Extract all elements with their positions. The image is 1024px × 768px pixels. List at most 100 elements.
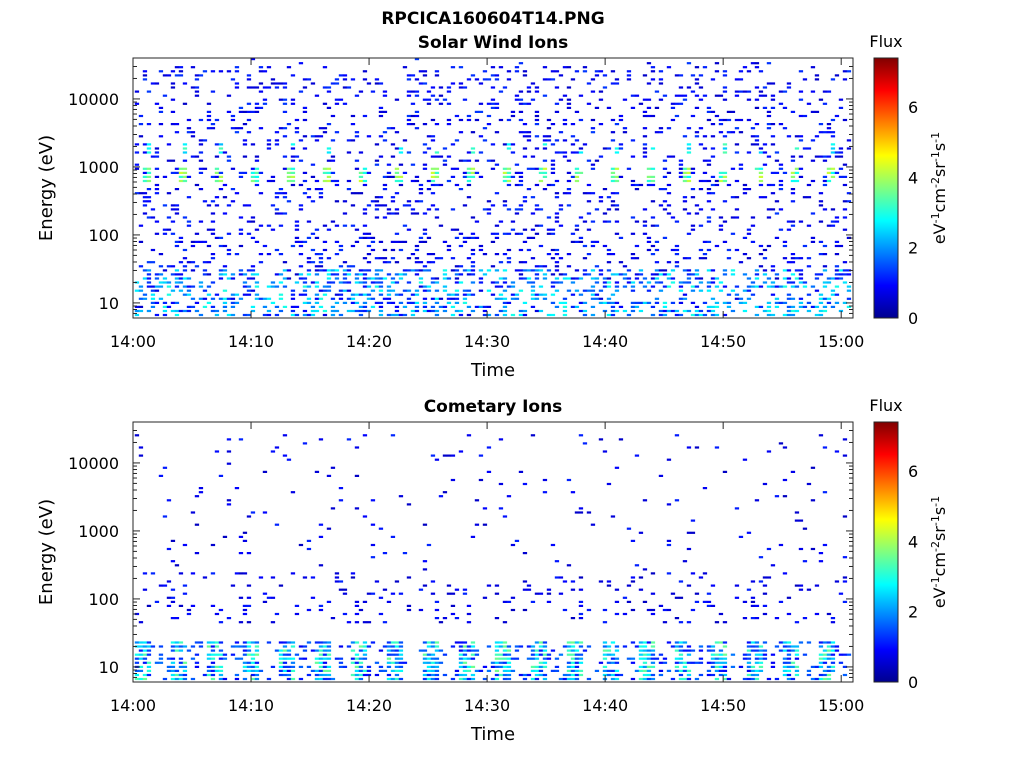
heatmap-cell xyxy=(706,669,712,672)
heatmap-cell xyxy=(330,466,336,469)
heatmap-cell xyxy=(390,127,396,130)
heatmap-cell xyxy=(270,281,276,284)
heatmap-cell xyxy=(250,216,256,219)
heatmap-cell xyxy=(502,645,508,648)
heatmap-cell xyxy=(286,657,292,660)
heatmap-cell xyxy=(734,216,740,219)
heatmap-cell xyxy=(546,183,552,187)
heatmap-cell xyxy=(574,139,580,142)
heatmap-cell xyxy=(190,240,196,243)
heatmap-cell xyxy=(410,90,416,93)
heatmap-cell xyxy=(174,273,180,276)
heatmap-cell xyxy=(682,297,688,300)
heatmap-cell xyxy=(826,123,832,126)
heatmap-cell xyxy=(534,208,540,211)
heatmap-cell xyxy=(382,645,388,648)
heatmap-cell xyxy=(222,653,228,656)
heatmap-cell xyxy=(170,110,176,113)
heatmap-cell xyxy=(262,102,268,105)
heatmap-cell xyxy=(310,596,316,599)
heatmap-cell xyxy=(586,608,592,612)
heatmap-cell xyxy=(166,657,172,660)
heatmap-cell xyxy=(326,653,332,656)
heatmap-cell xyxy=(582,309,588,313)
heatmap-cell xyxy=(270,82,276,85)
heatmap-cell xyxy=(822,543,828,547)
heatmap-cell xyxy=(414,110,420,113)
heatmap-cell xyxy=(658,70,664,73)
heatmap-cell xyxy=(666,503,672,506)
heatmap-cell xyxy=(182,167,188,170)
heatmap-cell xyxy=(842,269,848,272)
heatmap-cell xyxy=(342,74,348,77)
heatmap-cell xyxy=(450,175,456,178)
heatmap-cell xyxy=(826,301,832,304)
heatmap-cell xyxy=(278,661,284,664)
heatmap-cell xyxy=(830,293,836,296)
heatmap-cell xyxy=(646,653,652,656)
heatmap-cell xyxy=(518,277,524,280)
heatmap-cell xyxy=(442,617,448,620)
heatmap-cell xyxy=(722,313,728,317)
heatmap-cell xyxy=(338,98,344,101)
heatmap-cell xyxy=(794,669,800,672)
heatmap-cell xyxy=(618,273,624,276)
heatmap-cell xyxy=(786,277,792,280)
heatmap-cell xyxy=(710,123,716,126)
heatmap-cell xyxy=(298,159,304,162)
heatmap-cell xyxy=(722,98,728,101)
heatmap-cell xyxy=(282,665,288,668)
heatmap-cell xyxy=(810,677,816,681)
heatmap-cell xyxy=(442,273,448,276)
heatmap-cell xyxy=(762,151,768,154)
heatmap-cell xyxy=(430,155,436,158)
heatmap-cell xyxy=(598,90,604,93)
heatmap-cell xyxy=(478,669,484,672)
heatmap-cell xyxy=(150,305,156,308)
heatmap-cell xyxy=(250,665,256,668)
heatmap-cell xyxy=(278,669,284,672)
heatmap-cell xyxy=(602,645,608,648)
heatmap-cell xyxy=(246,102,252,105)
heatmap-cell xyxy=(138,621,144,624)
heatmap-cell xyxy=(306,539,312,542)
heatmap-cell xyxy=(502,253,508,256)
heatmap-cell xyxy=(598,301,604,304)
heatmap-cell xyxy=(330,309,336,313)
heatmap-cell xyxy=(282,649,288,652)
heatmap-cell xyxy=(246,289,252,292)
x-tick-label: 14:50 xyxy=(700,696,746,715)
heatmap-cell xyxy=(482,78,488,81)
heatmap-cell xyxy=(354,621,360,624)
colorbar-tick-label: 6 xyxy=(908,98,918,117)
heatmap-cell xyxy=(434,175,440,178)
heatmap-cell xyxy=(174,240,180,243)
heatmap-cell xyxy=(394,677,400,681)
heatmap-cell xyxy=(766,62,772,65)
heatmap-cell xyxy=(278,212,284,215)
heatmap-cell xyxy=(570,641,576,644)
heatmap-cell xyxy=(254,293,260,296)
heatmap-cell xyxy=(458,265,464,268)
heatmap-cell xyxy=(138,123,144,126)
heatmap-cell xyxy=(250,175,256,178)
heatmap-cell xyxy=(358,305,364,308)
heatmap-cell xyxy=(278,297,284,300)
heatmap-cell xyxy=(430,281,436,284)
heatmap-cell xyxy=(218,657,224,660)
heatmap-cell xyxy=(246,110,252,113)
heatmap-cell xyxy=(366,269,372,272)
heatmap-cell xyxy=(470,171,476,174)
heatmap-cell xyxy=(254,677,260,681)
heatmap-cell xyxy=(162,74,168,77)
heatmap-cell xyxy=(518,289,524,292)
heatmap-cell xyxy=(282,98,288,101)
heatmap-cell xyxy=(646,62,652,65)
heatmap-cell xyxy=(210,641,216,644)
heatmap-cell xyxy=(758,167,764,170)
heatmap-cell xyxy=(366,277,372,280)
heatmap-cell xyxy=(582,649,588,652)
heatmap-cell xyxy=(218,277,224,280)
heatmap-cell xyxy=(246,313,252,317)
heatmap-cell xyxy=(510,285,516,288)
